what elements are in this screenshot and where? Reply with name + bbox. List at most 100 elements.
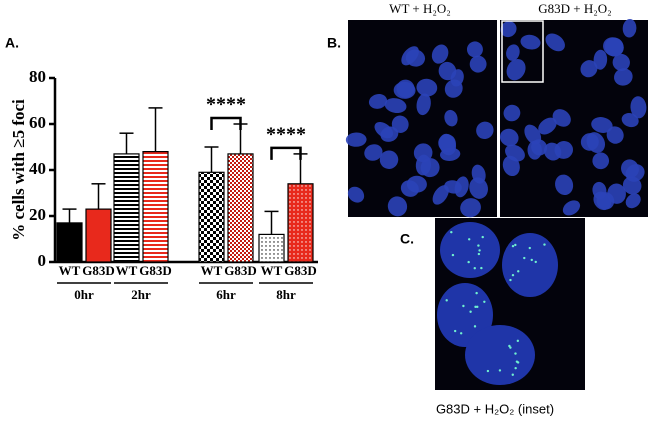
focus — [483, 300, 486, 304]
focus — [517, 270, 520, 273]
nucleus — [393, 81, 416, 99]
nucleus — [506, 44, 520, 61]
nucleus — [416, 93, 431, 116]
focus — [453, 329, 457, 333]
nucleus — [499, 128, 519, 147]
nucleus — [460, 198, 481, 218]
nucleus — [545, 33, 565, 52]
nucleus — [415, 154, 431, 176]
nucleus — [345, 132, 367, 147]
nucleus — [622, 176, 642, 195]
x-tick-label: G83D — [139, 263, 172, 278]
nucleus — [505, 144, 525, 162]
nucleus — [543, 142, 562, 161]
nucleus — [379, 150, 399, 169]
x-tick-label: WT — [201, 263, 223, 278]
focus — [511, 373, 514, 376]
focus — [514, 352, 517, 355]
focus — [514, 243, 517, 247]
nucleus — [440, 222, 500, 278]
focus — [543, 243, 546, 246]
nucleus — [387, 196, 408, 217]
nucleus — [374, 122, 394, 139]
nucleus — [612, 53, 630, 71]
group-label: 0hr — [74, 287, 94, 302]
y-tick-label: 40 — [29, 159, 46, 178]
nucleus — [625, 193, 641, 209]
focus — [476, 305, 479, 309]
focus — [480, 266, 483, 270]
focus — [498, 369, 502, 372]
nucleus — [580, 133, 599, 151]
nucleus — [524, 124, 542, 145]
panel-label: A. — [5, 35, 19, 51]
nucleus — [593, 49, 608, 70]
focus — [509, 278, 512, 282]
nucleus — [476, 121, 494, 140]
focus — [445, 299, 448, 302]
nucleus — [432, 185, 449, 205]
focus — [511, 244, 515, 248]
nucleus — [431, 44, 449, 64]
bar — [287, 183, 314, 263]
inset-box — [501, 20, 544, 83]
nucleus — [593, 191, 612, 211]
nucleus — [469, 55, 487, 73]
x-tick-label: WT — [261, 263, 283, 278]
nucleus — [469, 177, 488, 199]
focus — [450, 230, 453, 234]
focus — [473, 325, 477, 328]
image-label: G83D + H₂O₂ — [538, 1, 611, 16]
nucleus — [444, 109, 458, 127]
focus — [534, 260, 537, 264]
nucleus — [604, 37, 624, 57]
x-tick-label: WT — [116, 263, 138, 278]
focus — [467, 238, 471, 241]
group-label: 6hr — [216, 287, 236, 302]
nucleus — [606, 126, 624, 144]
bar — [258, 233, 285, 263]
focus — [469, 310, 472, 313]
bar — [85, 208, 112, 263]
group-label: 8hr — [276, 287, 296, 302]
nucleus — [580, 60, 598, 78]
bar — [198, 171, 225, 263]
nucleus — [500, 21, 517, 38]
bar — [142, 151, 169, 263]
focus — [516, 339, 520, 343]
panel-label: B. — [327, 35, 341, 51]
focus — [459, 332, 463, 335]
nucleus — [364, 144, 383, 161]
focus — [481, 235, 484, 239]
focus — [462, 304, 465, 308]
nucleus — [591, 117, 613, 133]
focus — [467, 260, 470, 264]
significance-label: **** — [206, 94, 246, 116]
microscopy-images — [345, 18, 648, 390]
focus — [473, 267, 476, 270]
y-axis-label: % cells with ≥5 foci — [9, 99, 28, 241]
nucleus — [444, 79, 463, 98]
nucleus — [384, 98, 407, 114]
focus — [474, 305, 477, 309]
focus — [530, 258, 533, 262]
bar — [56, 222, 83, 263]
significance-bracket — [210, 116, 242, 130]
focus — [478, 249, 481, 252]
nucleus — [400, 180, 419, 197]
nucleus — [347, 186, 365, 203]
x-tick-label: G83D — [82, 263, 115, 278]
focus — [486, 369, 490, 373]
focus — [515, 360, 519, 363]
focus — [511, 273, 515, 277]
focus — [509, 346, 512, 349]
focus — [514, 366, 517, 370]
nucleus — [552, 109, 571, 127]
focus — [475, 291, 478, 295]
nucleus — [630, 96, 647, 119]
nucleus — [368, 93, 388, 109]
nucleus — [622, 18, 637, 38]
bar — [113, 153, 140, 263]
nucleus — [592, 152, 610, 170]
